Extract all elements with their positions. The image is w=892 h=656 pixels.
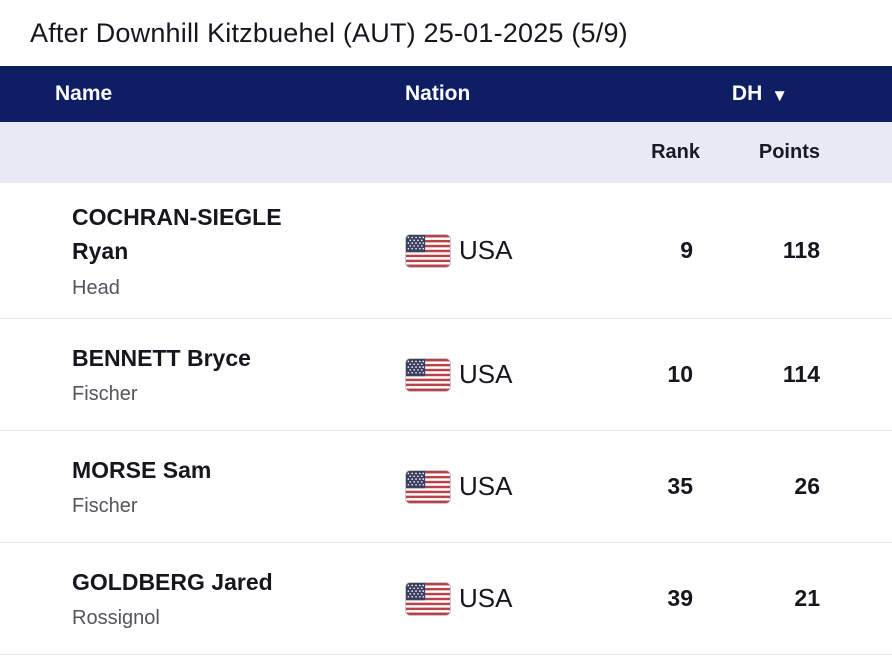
- usa-flag-icon: [405, 233, 451, 268]
- name-cell: MORSE Sam Fischer: [0, 453, 348, 521]
- points-value: 118: [782, 237, 820, 263]
- table-header-row: Name Nation DH ▼: [0, 66, 892, 122]
- athlete-name: GOLDBERG Jared: [72, 568, 273, 595]
- rank-value: 39: [667, 585, 693, 611]
- rank-value: 35: [667, 473, 693, 499]
- rank-value: 10: [667, 361, 693, 387]
- subheader-row: Rank Points: [0, 122, 892, 183]
- table-body: COCHRAN-SIEGLE Ryan Head: [0, 183, 892, 655]
- column-header-name: Name: [55, 82, 113, 105]
- table-row[interactable]: COCHRAN-SIEGLE Ryan Head: [0, 183, 892, 319]
- table-row[interactable]: MORSE Sam Fischer: [0, 431, 892, 543]
- points-value: 26: [794, 473, 820, 499]
- ski-brand: Head: [72, 276, 120, 299]
- column-header-nation: Nation: [405, 82, 471, 105]
- name-cell: COCHRAN-SIEGLE Ryan Head: [0, 200, 348, 302]
- title-bar: After Downhill Kitzbuehel (AUT) 25-01-20…: [0, 0, 892, 66]
- athlete-name: COCHRAN-SIEGLE Ryan: [72, 203, 282, 265]
- sort-label: DH: [731, 82, 763, 105]
- nation-cell: USA: [348, 233, 600, 268]
- column-header-points: Points: [758, 141, 820, 163]
- points-value: 114: [782, 361, 820, 387]
- athlete-name: MORSE Sam: [72, 456, 212, 483]
- usa-flag-icon: [405, 357, 451, 392]
- nation-cell: USA: [348, 581, 600, 616]
- nation-cell: USA: [348, 357, 600, 392]
- nation-code: USA: [459, 359, 513, 389]
- name-cell: GOLDBERG Jared Rossignol: [0, 565, 348, 633]
- rank-value: 9: [680, 237, 693, 263]
- sort-button-dh[interactable]: DH ▼: [700, 82, 820, 106]
- nation-code: USA: [459, 471, 513, 501]
- ski-brand: Fischer: [72, 495, 138, 518]
- ski-brand: Rossignol: [72, 607, 160, 630]
- points-value: 21: [794, 585, 820, 611]
- ski-brand: Fischer: [72, 383, 138, 406]
- nation-code: USA: [459, 235, 513, 265]
- nation-code: USA: [459, 583, 513, 613]
- page-title: After Downhill Kitzbuehel (AUT) 25-01-20…: [30, 17, 628, 48]
- athlete-name: BENNETT Bryce: [72, 344, 251, 371]
- sort-desc-icon: ▼: [771, 85, 789, 105]
- table-row[interactable]: GOLDBERG Jared Rossignol: [0, 543, 892, 655]
- usa-flag-icon: [405, 581, 451, 616]
- table-row[interactable]: BENNETT Bryce Fischer: [0, 319, 892, 431]
- usa-flag-icon: [405, 469, 451, 504]
- name-cell: BENNETT Bryce Fischer: [0, 341, 348, 409]
- column-header-rank: Rank: [651, 141, 700, 163]
- nation-cell: USA: [348, 469, 600, 504]
